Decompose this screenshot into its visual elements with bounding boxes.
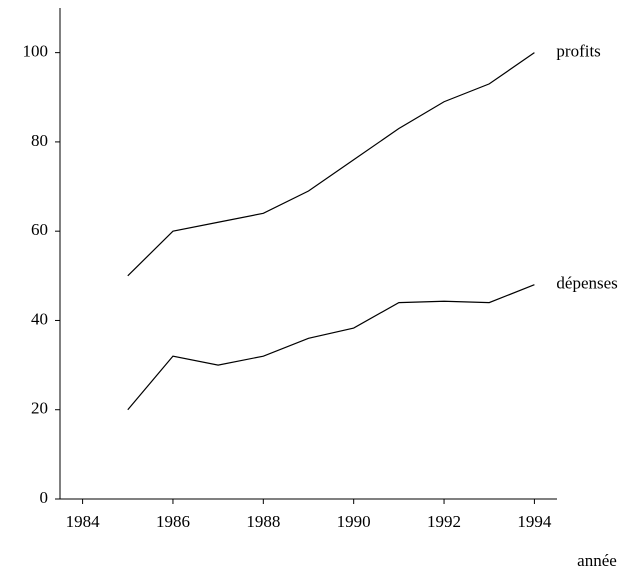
y-tick-label: 0 — [40, 488, 49, 507]
x-tick-label: 1992 — [427, 512, 461, 531]
x-tick-label: 1986 — [156, 512, 190, 531]
x-tick-label: 1984 — [66, 512, 101, 531]
y-tick-label: 20 — [31, 399, 48, 418]
series-label: profits — [556, 42, 600, 61]
series-line — [127, 52, 535, 277]
series-label: dépenses — [556, 274, 617, 293]
x-tick-label: 1994 — [517, 512, 552, 531]
series-line — [127, 284, 535, 411]
y-tick-label: 80 — [31, 131, 48, 150]
x-tick-label: 1988 — [246, 512, 280, 531]
x-tick-label: 1990 — [337, 512, 371, 531]
y-tick-label: 40 — [31, 309, 48, 328]
y-tick-label: 60 — [31, 220, 48, 239]
x-axis-label: année — [577, 551, 617, 570]
y-tick-label: 100 — [23, 42, 49, 61]
